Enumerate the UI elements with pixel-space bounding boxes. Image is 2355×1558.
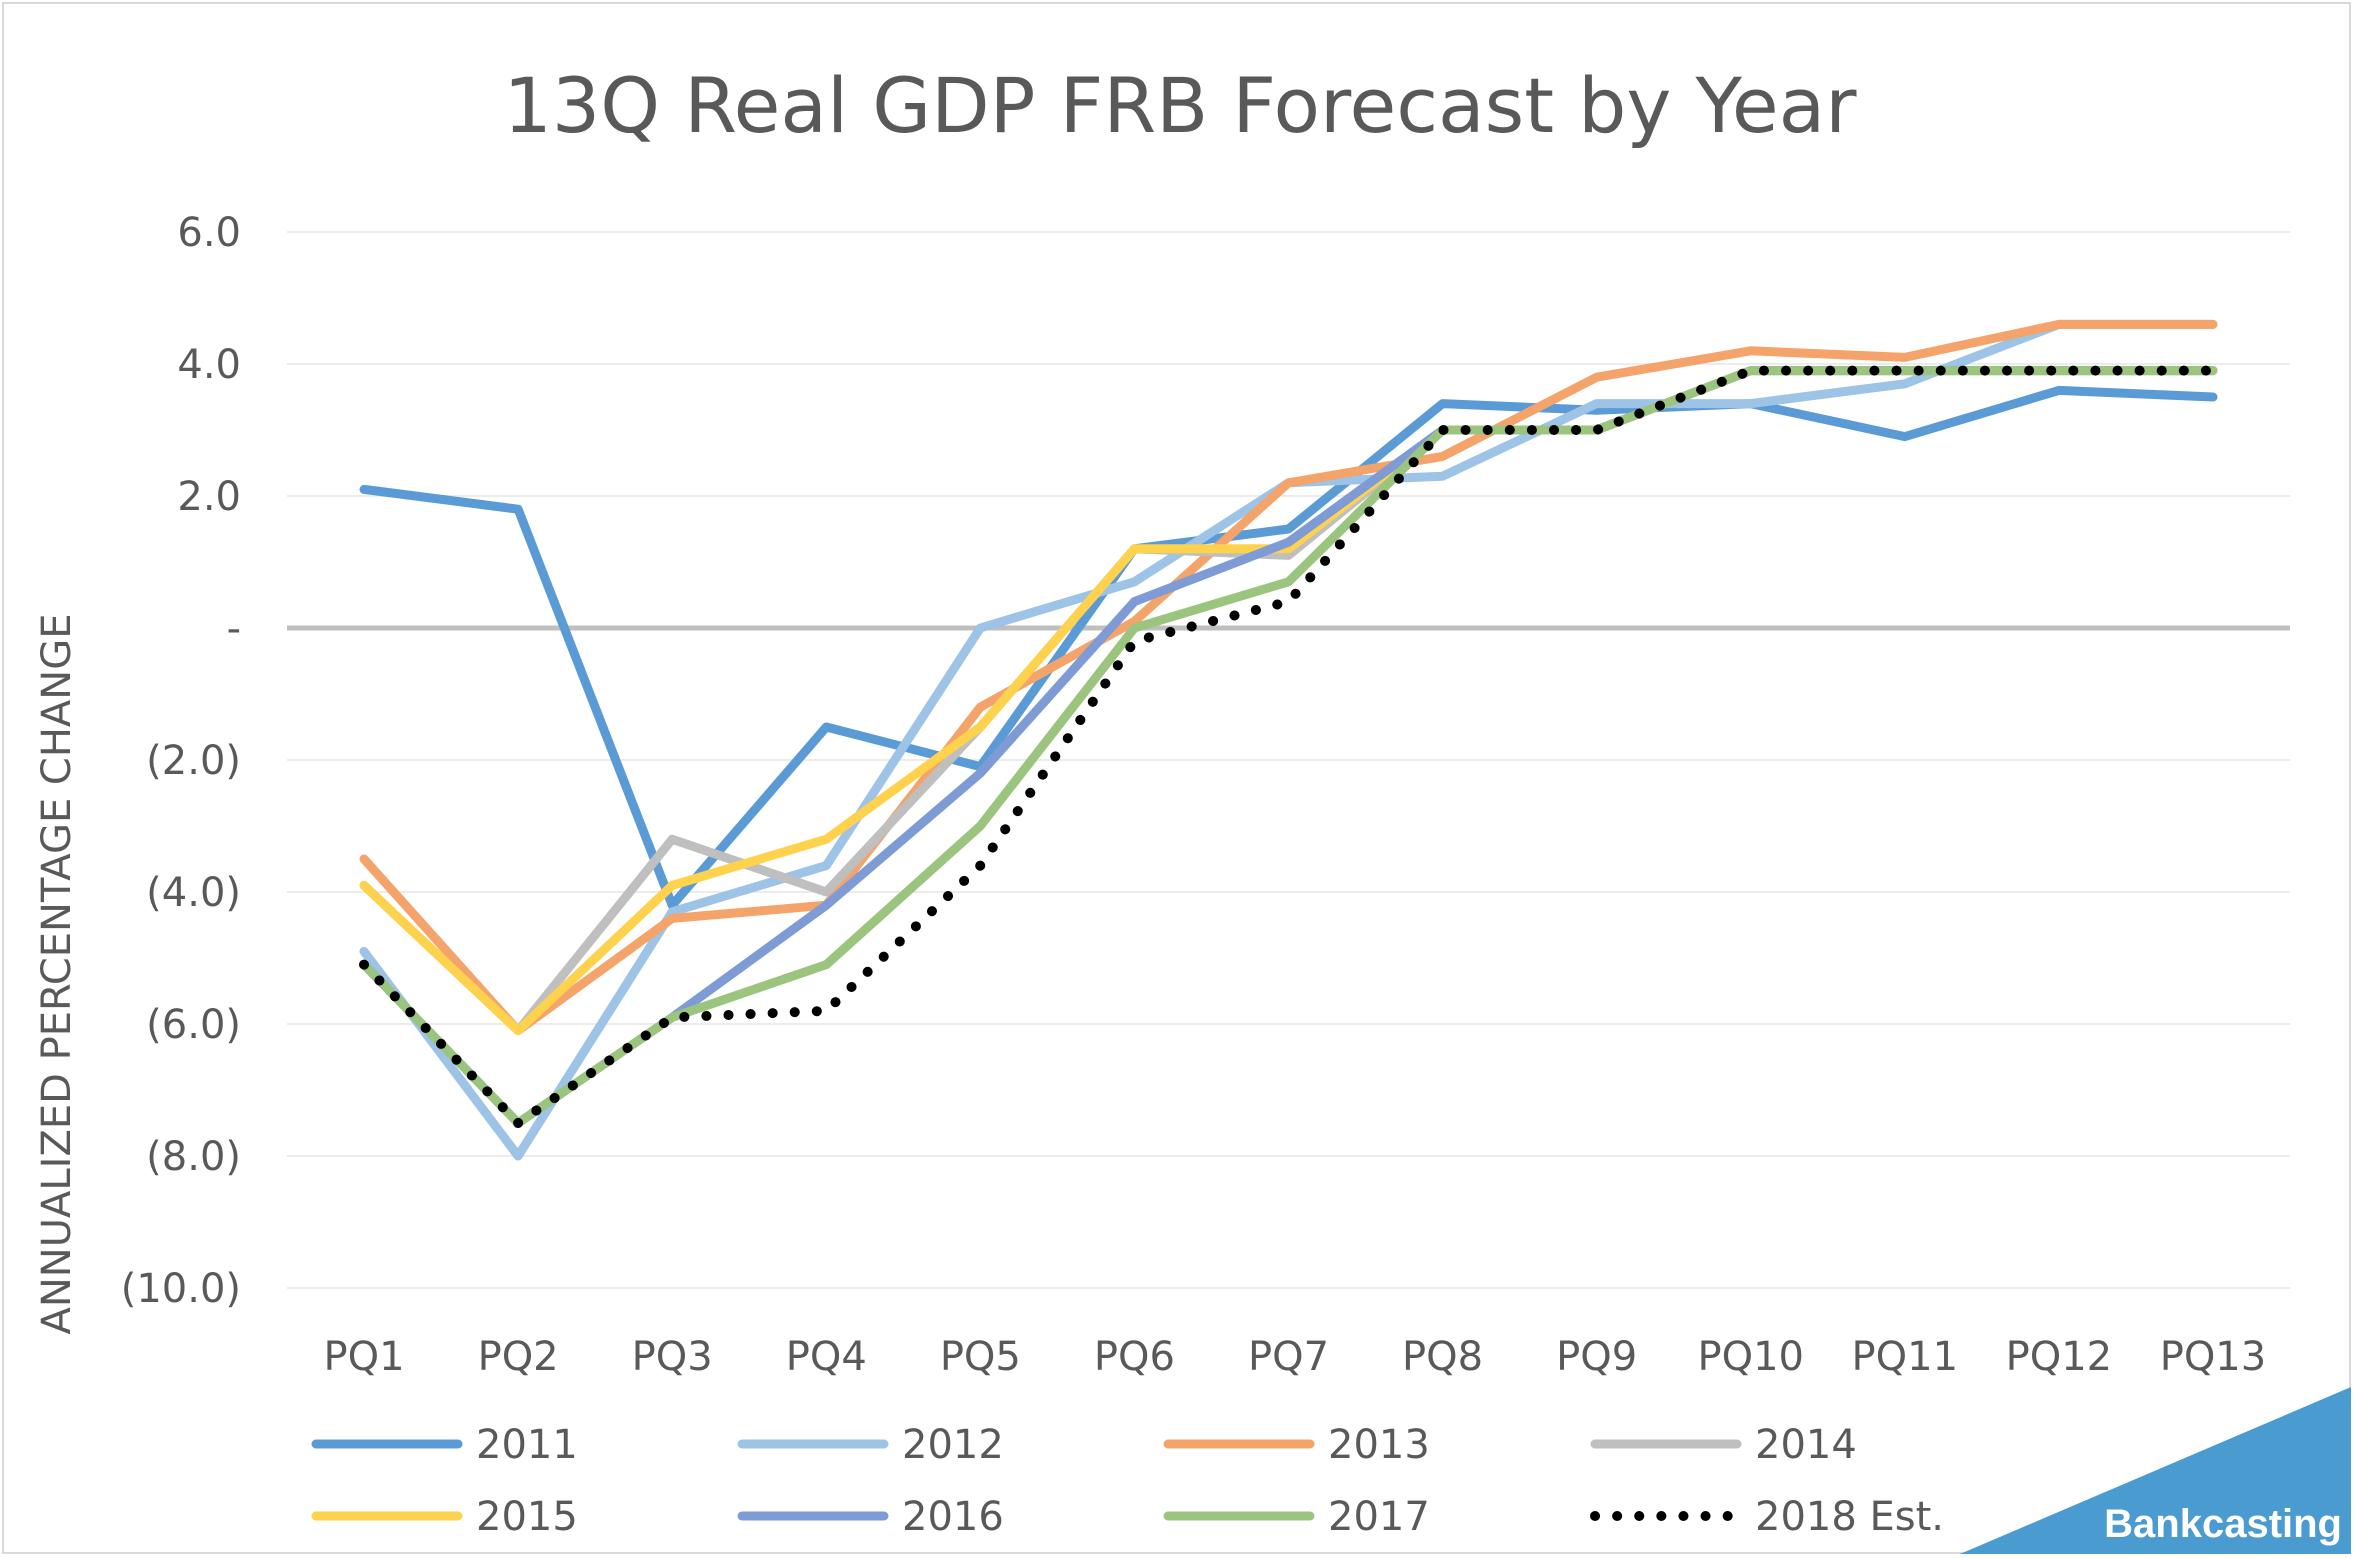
x-tick-label: PQ5	[940, 1334, 1021, 1380]
x-tick-label: PQ11	[1852, 1334, 1959, 1380]
legend-label-2016: 2016	[902, 1494, 1004, 1540]
x-tick-label: PQ7	[1248, 1334, 1329, 1380]
chart-title: 13Q Real GDP FRB Forecast by Year	[504, 61, 1858, 150]
legend-label-2018-est-: 2018 Est.	[1755, 1494, 1944, 1540]
x-tick-label: PQ9	[1556, 1334, 1637, 1380]
x-tick-label: PQ3	[632, 1334, 713, 1380]
x-tick-label: PQ8	[1402, 1334, 1483, 1380]
series-lines	[359, 319, 2218, 1161]
legend: 2011 2012 2013 2014 2015 2016 2017 2018 Est.	[311, 1422, 1944, 1540]
x-axis-tick-labels: PQ1 PQ2 PQ3 PQ4 PQ5 PQ6 PQ7 PQ8 PQ9 PQ10 PQ11 PQ12 P…	[324, 1334, 2267, 1380]
x-tick-label: PQ13	[2160, 1334, 2267, 1380]
x-tick-label: PQ10	[1697, 1334, 1804, 1380]
legend-label-2011: 2011	[476, 1422, 578, 1468]
legend-label-2013: 2013	[1328, 1422, 1430, 1468]
x-tick-label: PQ1	[324, 1334, 405, 1380]
legend-label-2014: 2014	[1755, 1422, 1857, 1468]
y-axis-tick-labels: 6.0 4.0 2.0 - (2.0) (4.0) (6.0) (8.0) (10.0)	[121, 210, 241, 1312]
y-tick-label: 6.0	[177, 210, 241, 256]
x-tick-label: PQ2	[478, 1334, 559, 1380]
y-tick-label: -	[227, 606, 241, 652]
bankcasting-logo: Bankcasting	[1960, 1387, 2351, 1554]
series-line-2013	[359, 319, 2218, 1036]
x-tick-label: PQ6	[1094, 1334, 1175, 1380]
y-tick-label: (6.0)	[146, 1002, 241, 1048]
x-tick-label: PQ4	[786, 1334, 867, 1380]
series-line-2012	[359, 319, 2218, 1161]
y-tick-label: 2.0	[177, 474, 241, 520]
y-tick-label: (4.0)	[146, 870, 241, 916]
brand-text: Bankcasting	[2104, 1502, 2342, 1546]
y-tick-label: (2.0)	[146, 738, 241, 784]
series-line-2014	[359, 366, 2218, 1036]
legend-label-2015: 2015	[476, 1494, 578, 1540]
series-line-2015	[359, 366, 2218, 1036]
gridlines	[287, 231, 2290, 1289]
legend-label-2017: 2017	[1328, 1494, 1430, 1540]
x-tick-label: PQ12	[2006, 1334, 2113, 1380]
y-tick-label: (10.0)	[121, 1266, 241, 1312]
y-axis-title: ANNUALIZED PERCENTAGE CHANGE	[34, 614, 80, 1335]
line-chart: 13Q Real GDP FRB Forecast by Year 6.0 4.0…	[34, 61, 2351, 1554]
brand-triangle	[1960, 1387, 2351, 1554]
series-line-2017	[359, 366, 2218, 1128]
series-line-2011	[359, 385, 2218, 910]
y-tick-label: (8.0)	[146, 1134, 241, 1180]
y-tick-label: 4.0	[177, 342, 241, 388]
legend-label-2012: 2012	[902, 1422, 1004, 1468]
